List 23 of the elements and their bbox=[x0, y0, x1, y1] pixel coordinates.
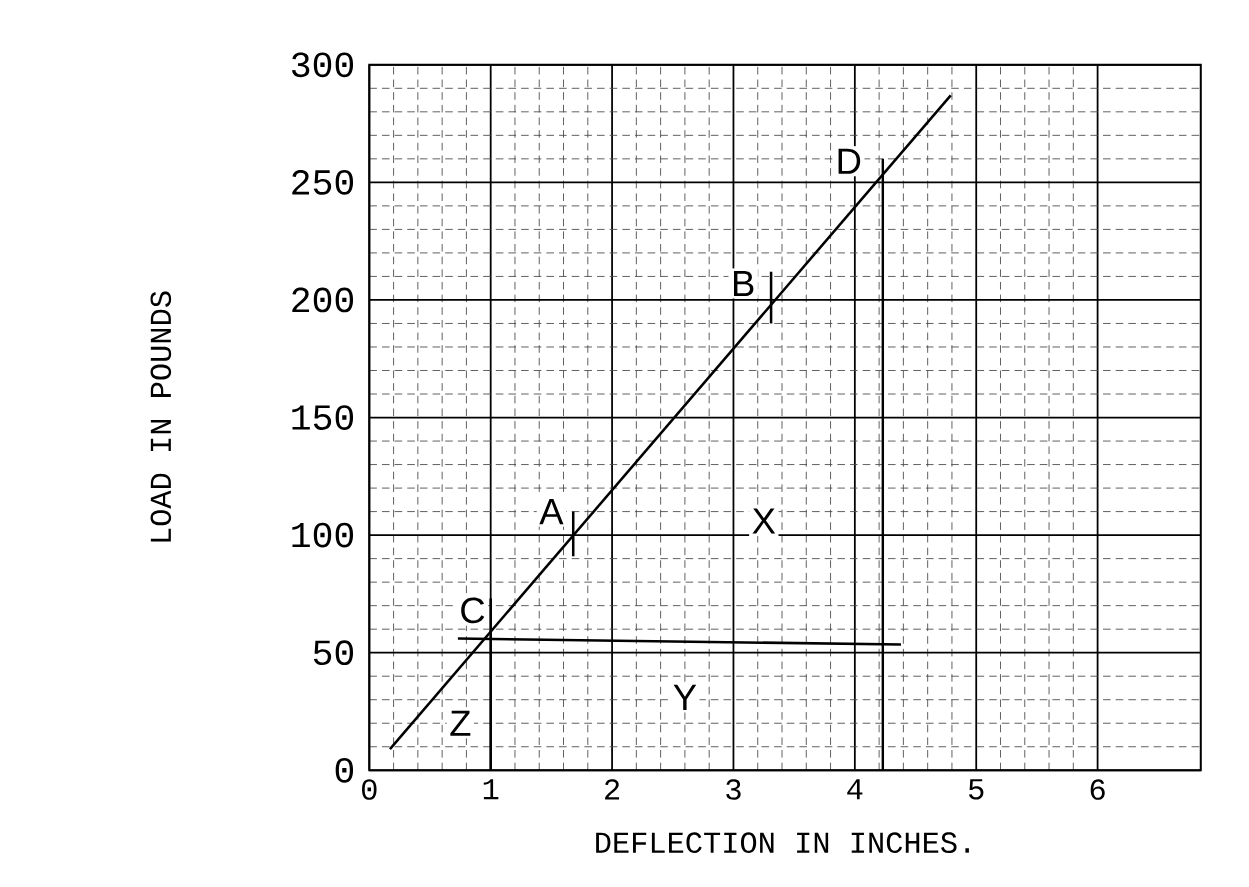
x-tick-label: 6 bbox=[1090, 779, 1105, 800]
x-tick-label: 5 bbox=[969, 779, 984, 800]
annotation: A bbox=[539, 499, 564, 525]
y-tick-label: 50 bbox=[313, 640, 354, 666]
y-tick-label: 300 bbox=[291, 52, 354, 78]
y-tick-label: 100 bbox=[292, 522, 354, 548]
annotation: Z bbox=[450, 710, 471, 736]
y-tick-label: 150 bbox=[292, 405, 354, 430]
y-tick-label: 0 bbox=[335, 757, 354, 783]
x-tick-label: 0 bbox=[362, 779, 377, 800]
x-axis-title: DEFLECTION IN INCHES. bbox=[596, 832, 969, 853]
annotation: D bbox=[838, 148, 861, 174]
y-axis-title: LOAD IN POUNDS bbox=[150, 291, 172, 542]
x-tick-label: 3 bbox=[726, 779, 741, 800]
annotation: X bbox=[752, 508, 776, 534]
annotation: C bbox=[461, 597, 485, 624]
x-tick-label: 1 bbox=[483, 779, 499, 800]
x-tick-label: 4 bbox=[847, 779, 863, 800]
annotation: Y bbox=[673, 684, 697, 710]
annotation: B bbox=[733, 270, 754, 297]
x-tick-label: 2 bbox=[605, 779, 620, 800]
y-tick-label: 250 bbox=[292, 170, 354, 195]
y-tick-label: 200 bbox=[292, 287, 354, 313]
